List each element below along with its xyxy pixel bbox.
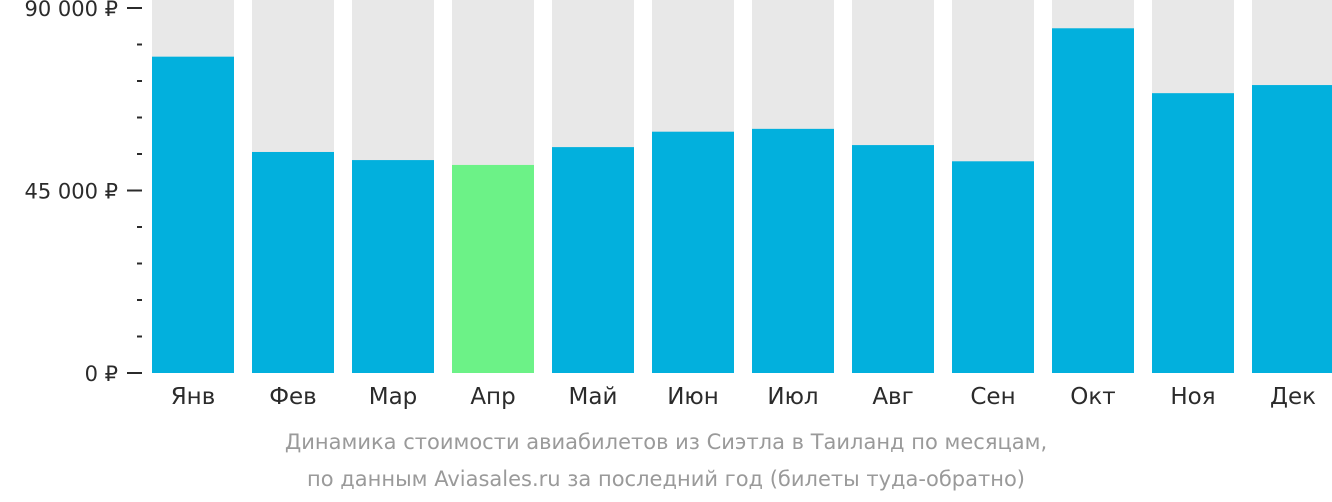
x-tick-label: Сен [970,384,1015,410]
bar-8 [852,145,934,373]
x-tick-label: Окт [1070,384,1115,410]
y-tick-label: 0 ₽ [85,362,118,386]
x-tick-label: Ноя [1170,384,1215,410]
bar-5 [552,147,634,373]
chart-caption-line-1: Динамика стоимости авиабилетов из Сиэтла… [284,430,1048,454]
bar-chart: Янв Фев Мар Апр Май Июн Июл Авг Сен Окт Ноя Дек 0 ₽ 4… [24,0,1332,410]
bar-9 [952,161,1034,373]
x-tick-label: Июн [667,384,719,410]
bar-6 [652,131,734,373]
x-tick-label: Мар [369,384,418,410]
x-tick-label: Дек [1270,384,1316,410]
bar-2 [252,151,334,373]
x-tick-label: Авг [872,384,913,410]
bar-10 [1052,28,1134,374]
y-tick-label: 45 000 ₽ [24,180,118,204]
bar-12 [1252,85,1332,374]
x-tick-label: Фев [269,384,317,410]
x-tick-label: Июл [767,384,818,410]
x-tick-label: Апр [470,384,515,410]
bar-7 [752,128,834,373]
x-tick-label: Май [569,384,618,410]
chart-caption-line-2: по данным Aviasales.ru за последний год … [307,467,1025,491]
bar-3 [352,160,434,373]
bar-1 [152,56,234,374]
y-tick-label: 90 000 ₽ [24,0,118,21]
bar-11 [1152,93,1234,374]
bar-4 [452,164,534,373]
x-tick-label: Янв [171,384,216,410]
